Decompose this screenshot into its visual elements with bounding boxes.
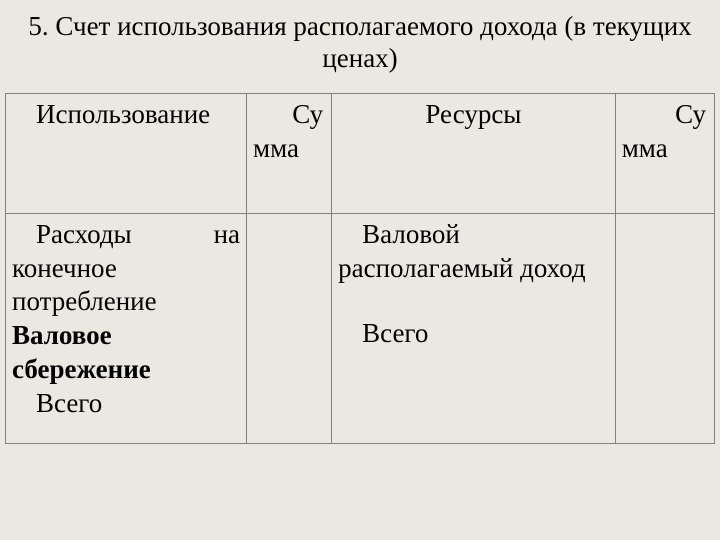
account-table: Использование Су мма Ресурсы Су мма Расх…	[5, 93, 715, 444]
body-resources-cell: Валовой располагаемый доход Всего	[332, 213, 616, 443]
slide-container: 5. Счет использования располагаемого дох…	[0, 0, 720, 454]
table-header-row: Использование Су мма Ресурсы Су мма	[6, 93, 715, 213]
res-spacer	[338, 285, 609, 317]
usage-line5: Всего	[12, 387, 240, 421]
body-usage-cell: Расходы на конечное потребление Валовое …	[6, 213, 247, 443]
usage-line2: конечное	[12, 252, 240, 286]
res-line1: Валовой	[338, 218, 609, 252]
header-resources-cell: Ресурсы	[332, 93, 616, 213]
header-sum1-a: Су	[253, 98, 325, 132]
header-usage-cell: Использование	[6, 93, 247, 213]
header-sum2-b: мма	[622, 132, 708, 166]
header-resources-text: Ресурсы	[338, 98, 609, 132]
table-body-row: Расходы на конечное потребление Валовое …	[6, 213, 715, 443]
res-line2: располагаемый доход	[338, 252, 609, 286]
header-sum1-b: мма	[253, 132, 325, 166]
usage-line3: потребление	[12, 285, 240, 319]
res-line3: Всего	[338, 317, 609, 351]
body-sum1-cell	[247, 213, 332, 443]
header-usage-text: Использование	[12, 98, 240, 132]
header-sum2-cell: Су мма	[615, 93, 714, 213]
body-sum2-cell	[615, 213, 714, 443]
usage-line4: Валовое сбережение	[12, 319, 240, 387]
usage-line1-a: Расходы	[36, 219, 132, 249]
usage-line1-b: на	[214, 219, 240, 249]
header-sum2-a: Су	[622, 98, 708, 132]
header-sum1-cell: Су мма	[247, 93, 332, 213]
usage-line1: Расходы на	[12, 218, 240, 252]
slide-title: 5. Счет использования располагаемого дох…	[5, 10, 715, 75]
